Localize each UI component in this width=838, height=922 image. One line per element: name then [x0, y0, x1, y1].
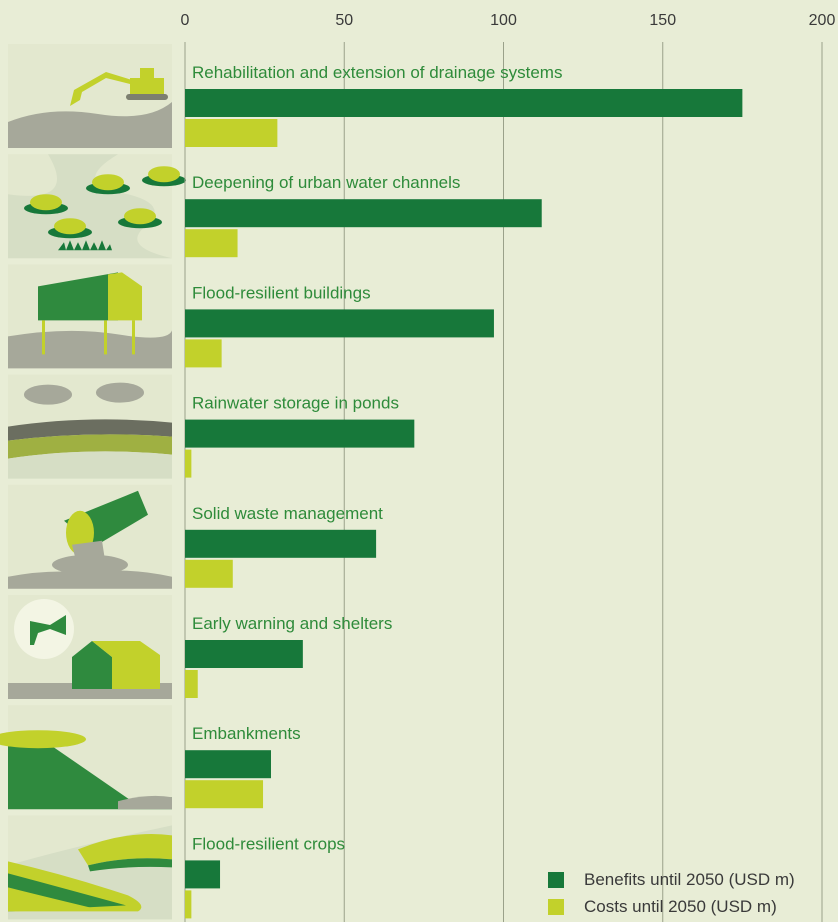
bar-benefits-7 — [185, 750, 271, 779]
legend-swatch-costs — [548, 898, 564, 915]
category-label-2: Deepening of urban water channels — [192, 173, 460, 192]
legend-label-benefits: Benefits until 2050 (USD m) — [584, 869, 795, 889]
bar-benefits-8 — [185, 860, 221, 889]
excavator-icon — [8, 44, 172, 148]
embankment-icon — [0, 705, 172, 810]
tick-label-100: 100 — [490, 12, 517, 29]
tick-label-200: 200 — [809, 12, 836, 29]
legend-item-benefits: Benefits until 2050 (USD m) — [548, 866, 795, 893]
category-label-8: Flood-resilient crops — [192, 834, 345, 853]
x-axis-ticks: 0 50 100 150 200 — [181, 12, 836, 29]
bar-costs-3 — [185, 339, 222, 368]
siren-shelter-icon — [8, 595, 172, 699]
legend: Benefits until 2050 (USD m) Costs until … — [548, 866, 795, 920]
bar-costs-5 — [185, 559, 233, 588]
legend-swatch-benefits — [548, 871, 564, 888]
raised-house-icon — [8, 264, 172, 369]
bar-costs-6 — [185, 670, 198, 698]
category-icons — [0, 44, 186, 920]
legend-item-costs: Costs until 2050 (USD m) — [548, 893, 795, 920]
bar-costs-2 — [185, 229, 238, 258]
category-label-6: Early warning and shelters — [192, 614, 392, 633]
tick-label-0: 0 — [181, 12, 190, 29]
category-labels: Rehabilitation and extension of drainage… — [192, 63, 562, 853]
tick-label-50: 50 — [335, 12, 353, 29]
bar-benefits-6 — [185, 640, 303, 668]
tick-label-150: 150 — [649, 12, 676, 29]
bar-costs-4 — [185, 449, 192, 478]
grid-lines — [184, 42, 823, 922]
legend-label-costs: Costs until 2050 (USD m) — [584, 896, 777, 916]
bars — [185, 89, 743, 919]
bar-benefits-5 — [185, 529, 377, 558]
bar-benefits-2 — [185, 199, 542, 228]
bar-costs-7 — [185, 780, 264, 809]
bar-benefits-1 — [185, 89, 743, 117]
waste-pipe-icon — [8, 484, 172, 589]
channel-icon — [8, 154, 186, 259]
category-label-4: Rainwater storage in ponds — [192, 394, 399, 413]
category-label-5: Solid waste management — [192, 504, 383, 523]
category-label-7: Embankments — [192, 724, 301, 743]
terrace-crops-icon — [8, 815, 172, 920]
bar-costs-8 — [185, 890, 192, 919]
bar-benefits-4 — [185, 419, 415, 448]
rain-pond-icon — [8, 374, 172, 479]
bar-costs-1 — [185, 119, 278, 147]
category-label-1: Rehabilitation and extension of drainage… — [192, 63, 562, 82]
category-label-3: Flood-resilient buildings — [192, 283, 371, 302]
bar-benefits-3 — [185, 309, 494, 338]
